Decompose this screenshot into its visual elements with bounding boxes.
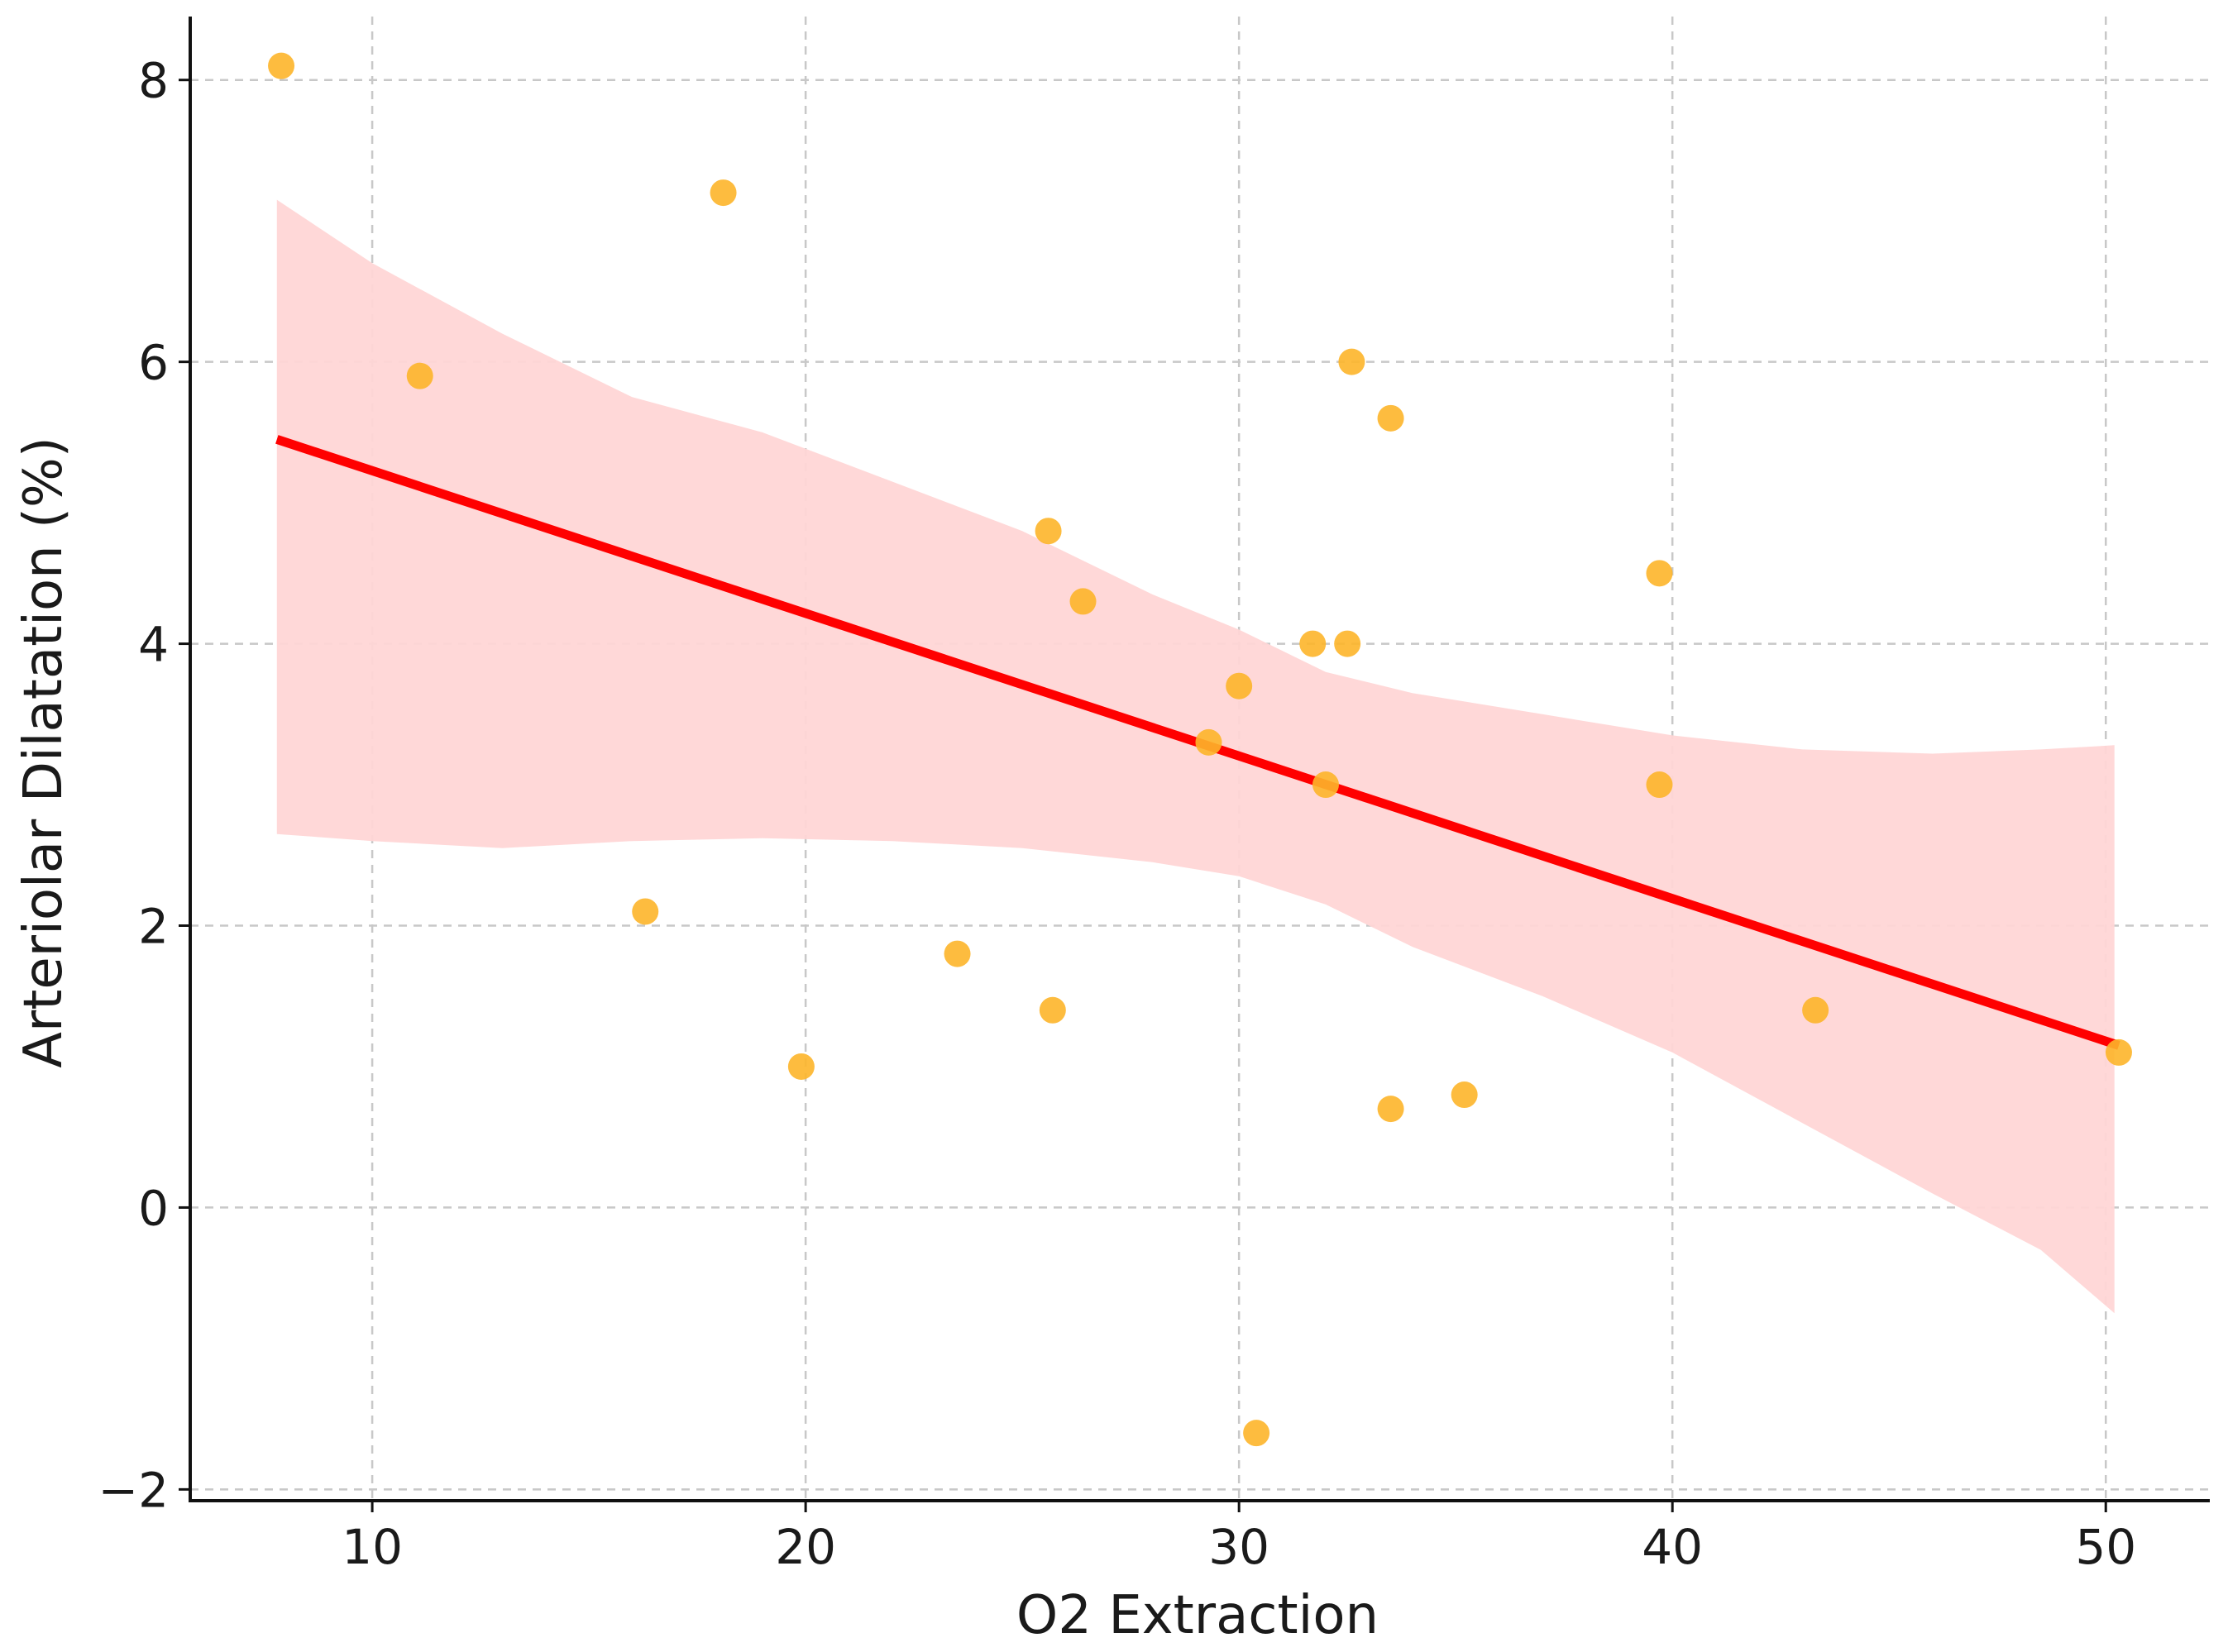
data-point: [710, 179, 737, 207]
data-point: [1312, 771, 1339, 799]
data-point: [1377, 1096, 1404, 1123]
x-axis-title: O2 Extraction: [1016, 1585, 1379, 1646]
data-point: [2105, 1038, 2132, 1066]
axes: [189, 17, 2210, 1502]
x-tick-label: 50: [2075, 1519, 2136, 1575]
data-point: [406, 362, 433, 389]
y-tick-label: 2: [138, 899, 169, 955]
data-point: [1377, 404, 1404, 432]
data-point: [1243, 1420, 1270, 1447]
data-point: [268, 52, 295, 79]
data-point: [1334, 630, 1361, 657]
y-tick-label: 6: [138, 335, 169, 391]
data-point: [1802, 996, 1829, 1024]
data-point: [944, 940, 971, 967]
y-tick-label: 4: [138, 617, 169, 673]
data-point: [1069, 588, 1097, 615]
data-point: [1338, 348, 1365, 375]
x-tick-label: 30: [1208, 1519, 1269, 1575]
data-points: [268, 52, 2132, 1447]
data-point: [1451, 1081, 1478, 1109]
data-point: [1195, 728, 1222, 756]
y-axis-ticks: −2 0 2 4 6 8: [98, 53, 190, 1518]
data-point: [1039, 996, 1066, 1024]
y-tick-label: 0: [138, 1180, 169, 1236]
x-tick-label: 20: [775, 1519, 836, 1575]
data-point: [787, 1053, 815, 1080]
y-axis-title: Arteriolar Dilatation (%): [13, 437, 74, 1068]
x-tick-label: 10: [342, 1519, 403, 1575]
data-point: [1646, 771, 1673, 799]
confidence-band: [276, 199, 2115, 1314]
x-tick-label: 40: [1642, 1519, 1703, 1575]
data-point: [1035, 518, 1062, 545]
data-point: [1299, 630, 1327, 657]
x-axis-ticks: 10 20 30 40 50: [342, 1501, 2136, 1575]
data-point: [632, 898, 659, 925]
data-point: [1226, 672, 1253, 699]
y-tick-label: −2: [98, 1462, 170, 1518]
y-tick-label: 8: [138, 53, 169, 109]
data-point: [1646, 560, 1673, 587]
